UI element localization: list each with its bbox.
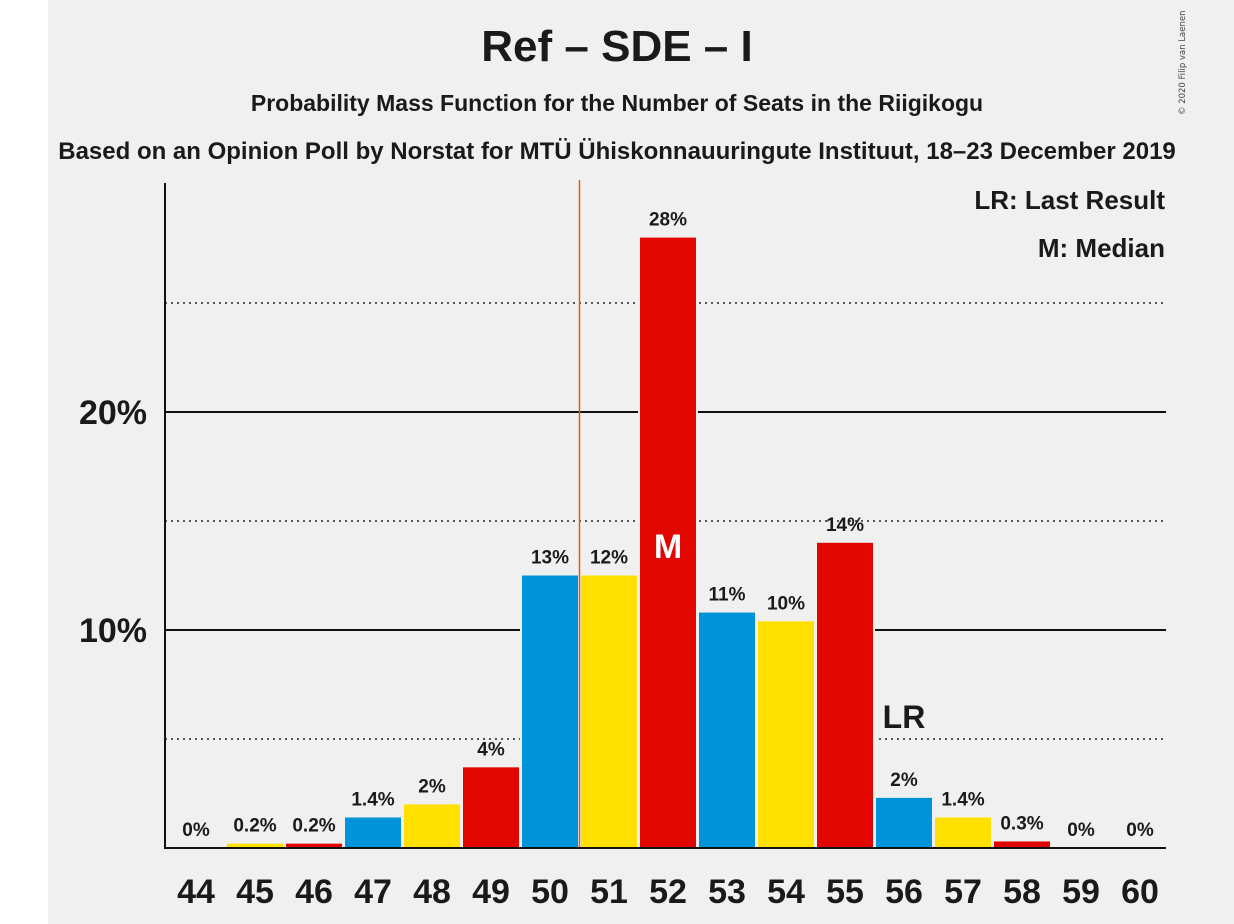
x-tick-label: 44 [177, 873, 215, 911]
x-tick-label: 59 [1062, 873, 1100, 911]
chart-subtitle: Probability Mass Function for the Number… [250, 90, 984, 116]
bar [522, 575, 578, 848]
x-tick-label: 47 [354, 873, 392, 911]
data-label: 0% [1067, 820, 1095, 841]
bar [345, 817, 401, 848]
x-tick-label: 49 [472, 873, 510, 911]
data-label: 2% [418, 776, 446, 797]
data-label: 0.3% [1000, 813, 1043, 834]
bar [699, 612, 755, 848]
bar [640, 237, 696, 849]
chart-title: Ref – SDE – I [481, 22, 753, 71]
y-tick-label: 10% [79, 612, 147, 650]
x-tick-label: 54 [767, 873, 805, 911]
bar [286, 843, 342, 848]
x-tick-label: 50 [531, 873, 569, 911]
legend-median: M: Median [1038, 233, 1165, 263]
data-label: 13% [531, 548, 569, 569]
data-label: 0.2% [233, 816, 276, 837]
data-label: 1.4% [351, 789, 394, 810]
bar [581, 575, 637, 848]
data-label: 0% [182, 820, 210, 841]
x-tick-label: 60 [1121, 873, 1159, 911]
data-label: 28% [649, 210, 687, 231]
bar [463, 767, 519, 848]
data-label: 2% [890, 770, 918, 791]
bar [876, 797, 932, 848]
chart-source: Based on an Opinion Poll by Norstat for … [58, 138, 1176, 165]
bar [817, 542, 873, 848]
legend-last-result: LR: Last Result [974, 185, 1165, 215]
x-tick-label: 46 [295, 873, 333, 911]
bar [404, 804, 460, 848]
bar [758, 621, 814, 848]
x-tick-label: 55 [826, 873, 864, 911]
data-label: 1.4% [941, 789, 984, 810]
last-result-marker: LR [883, 699, 926, 735]
x-tick-label: 58 [1003, 873, 1041, 911]
data-label: 11% [709, 585, 746, 606]
x-tick-label: 56 [885, 873, 923, 911]
bar [994, 841, 1050, 848]
data-label: 0.2% [292, 816, 335, 837]
data-label: 4% [477, 739, 505, 760]
median-marker: M [654, 528, 682, 566]
data-label: 0% [1126, 820, 1154, 841]
y-tick-label: 20% [79, 394, 147, 432]
x-tick-label: 57 [944, 873, 982, 911]
data-label: 12% [590, 548, 628, 569]
x-tick-label: 53 [708, 873, 746, 911]
x-tick-label: 45 [236, 873, 274, 911]
x-tick-label: 51 [590, 873, 628, 911]
bar [227, 843, 283, 848]
x-tick-label: 52 [649, 873, 687, 911]
x-tick-label: 48 [413, 873, 451, 911]
data-label: 10% [767, 593, 805, 614]
bar [935, 817, 991, 848]
data-label: 14% [826, 515, 864, 536]
